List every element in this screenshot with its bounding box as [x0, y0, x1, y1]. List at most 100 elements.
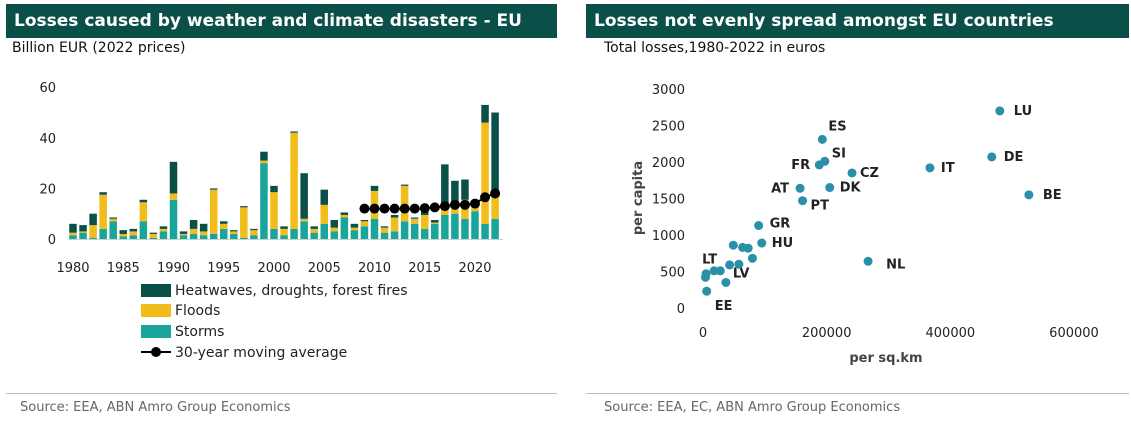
bar-storms-1998 [250, 235, 258, 239]
bar-floods-1980 [69, 232, 77, 236]
bar-storms-1985 [119, 236, 127, 239]
bar-storms-2004 [310, 232, 318, 239]
moving-average-point-2019 [459, 199, 470, 210]
bar-floods-2016 [431, 222, 439, 224]
bar-storms-2001 [280, 235, 288, 239]
bar-heatwaves-1985 [119, 230, 127, 234]
bar-storms-2000 [270, 228, 278, 239]
scatter-y-tick-label: 1000 [652, 229, 685, 244]
scatter-point-lv [721, 277, 731, 287]
bar-floods-1983 [99, 194, 107, 229]
moving-average-point-2022 [490, 188, 501, 199]
scatter-y-tick-label: 3000 [652, 83, 685, 98]
bar-heatwaves-2018 [451, 180, 459, 204]
bar-heatwaves-2016 [431, 220, 439, 223]
bar-storms-2010 [370, 218, 379, 239]
bar-heatwaves-1991 [179, 231, 188, 234]
moving-average-point-2011 [379, 203, 390, 214]
right-chart-subtitle: Total losses,1980-2022 in euros [604, 40, 826, 56]
scatter-point [725, 260, 735, 270]
scatter-point-gr [754, 221, 764, 231]
legend-floods-swatch [141, 304, 171, 317]
moving-average-point-2010 [369, 203, 380, 214]
losses-countries-chart-panel: Losses not evenly spread amongst EU coun… [586, 0, 1131, 423]
bar-heatwaves-2001 [280, 226, 288, 229]
bar-floods-2002 [290, 132, 298, 229]
moving-average-point-2012 [389, 203, 400, 214]
bar-heatwaves-2004 [310, 226, 318, 229]
x-tick-label: 1995 [207, 261, 240, 276]
scatter-y-tick-label: 2500 [652, 120, 685, 135]
scatter-point-nl [863, 256, 873, 266]
x-tick-label: 2020 [458, 261, 491, 276]
bar-heatwaves-2008 [350, 223, 359, 228]
x-tick-label: 2015 [408, 261, 441, 276]
bar-storms-2003 [300, 221, 308, 239]
bar-floods-2000 [270, 192, 278, 229]
bar-heatwaves-1982 [89, 213, 97, 226]
bar-heatwaves-1993 [199, 223, 208, 232]
bar-storms-2016 [431, 223, 439, 239]
bar-heatwaves-2000 [270, 185, 278, 193]
bar-floods-2021 [481, 122, 489, 224]
right-source: Source: EEA, EC, ABN Amro Group Economic… [604, 400, 901, 415]
bar-floods-1991 [179, 233, 188, 236]
scatter-x-tick-label: 600000 [1049, 326, 1099, 341]
bar-storms-2017 [441, 214, 449, 239]
bar-heatwaves-2019 [461, 179, 469, 200]
scatter-point-de [987, 152, 997, 162]
bar-floods-1987 [139, 202, 148, 222]
bar-storms-1995 [220, 228, 228, 239]
bar-heatwaves-2002 [290, 131, 298, 133]
bar-heatwaves-1981 [79, 225, 87, 232]
bar-heatwaves-2017 [441, 164, 449, 205]
scatter-label-de: DE [1004, 150, 1024, 165]
bar-storms-1980 [69, 235, 77, 239]
bar-storms-2019 [461, 218, 469, 239]
bar-floods-1981 [79, 231, 87, 233]
bar-storms-1993 [199, 235, 208, 239]
scatter-point-hu [757, 238, 767, 248]
y-tick-label: 0 [48, 233, 56, 248]
bar-storms-2005 [320, 223, 328, 239]
scatter-point-cz [847, 168, 857, 178]
bar-storms-2002 [290, 228, 298, 239]
scatter-label-si: SI [832, 146, 846, 161]
bar-storms-2006 [330, 231, 339, 239]
bar-heatwaves-2013 [400, 184, 409, 186]
bar-floods-1994 [209, 189, 218, 234]
scatter-point-fr [814, 160, 824, 170]
scatter-point [700, 272, 710, 282]
bar-storms-2013 [400, 221, 409, 239]
moving-average-point-2018 [449, 199, 460, 210]
scatter-point-it [925, 163, 935, 173]
scatter-point-dk [825, 183, 835, 193]
legend-floods-label: Floods [175, 303, 220, 319]
scatter-label-lt: LT [702, 253, 717, 268]
bar-heatwaves-2005 [320, 189, 328, 205]
scatter-label-be: BE [1043, 188, 1062, 203]
bar-storms-2007 [340, 217, 349, 239]
bar-floods-2020 [471, 206, 479, 212]
scatter-label-lu: LU [1014, 104, 1032, 119]
bar-storms-1997 [240, 237, 248, 239]
left-source: Source: EEA, ABN Amro Group Economics [20, 400, 291, 415]
scatter-y-tick-label: 500 [660, 266, 685, 281]
bar-floods-1992 [189, 228, 198, 234]
left-divider [6, 393, 557, 394]
y-tick-label: 60 [39, 81, 56, 96]
bar-floods-2008 [350, 227, 359, 231]
bar-heatwaves-1988 [149, 232, 158, 234]
bar-heatwaves-1989 [159, 226, 168, 229]
scatter-point [728, 240, 738, 250]
scatter-point-pt [798, 196, 808, 206]
bar-storms-1991 [179, 235, 188, 239]
scatter-label-dk: DK [840, 181, 862, 196]
bar-floods-2004 [310, 228, 318, 233]
bar-floods-2014 [410, 218, 419, 224]
bar-floods-2003 [300, 218, 308, 222]
x-tick-label: 1990 [157, 261, 190, 276]
scatter-point [709, 266, 719, 276]
bar-floods-2001 [280, 228, 288, 236]
bar-floods-1995 [220, 223, 228, 229]
